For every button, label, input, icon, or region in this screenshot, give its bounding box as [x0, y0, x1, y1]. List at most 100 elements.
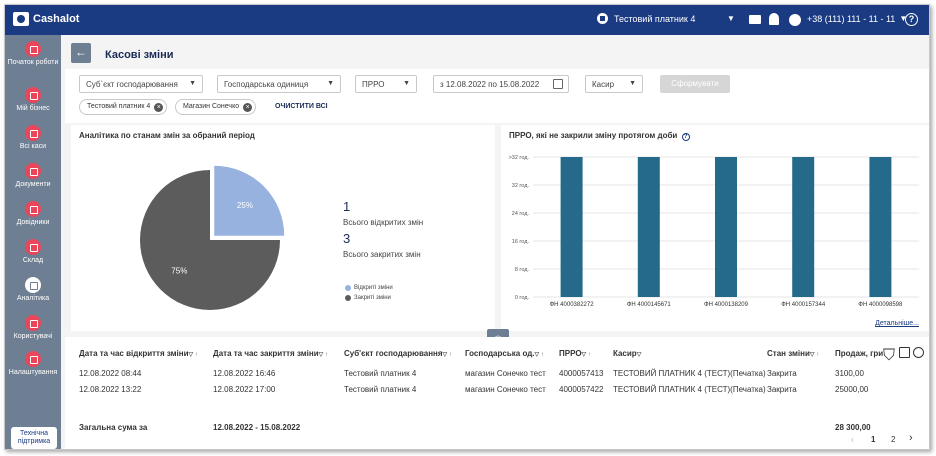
chevron-down-icon: ▼ [189, 80, 196, 87]
page-title: Касові зміни [105, 49, 174, 61]
page-1[interactable]: 1 [871, 435, 876, 444]
sidebar-item-label: Налаштування [8, 369, 58, 376]
generate-button[interactable]: Сформувати [660, 75, 730, 93]
x-tick-label: ФН 4000157344 [781, 302, 826, 308]
cell-state: Закрита [767, 369, 797, 378]
pie-slice-label: 25% [237, 201, 253, 210]
sidebar-item-label: Всі каси [19, 143, 47, 150]
sidebar-item-reference[interactable]: Довідники [5, 201, 61, 237]
legend-dot-closed [345, 295, 351, 301]
sidebar-item-label: Документи [15, 181, 51, 188]
page-2[interactable]: 2 [891, 435, 896, 444]
chart-title: ПРРО, які не закрили зміну протягом доби [509, 131, 678, 140]
total-label: Загальна сума за [79, 423, 148, 432]
sidebar-item-cashboxes[interactable]: Всі каси [5, 125, 61, 161]
documents-icon [25, 163, 41, 179]
export-icon[interactable] [899, 347, 910, 358]
pie-slice-closed[interactable] [140, 170, 280, 310]
y-tick-label: 32 год. [512, 183, 530, 189]
date-range-input[interactable]: з 12.08.2022 по 15.08.2022 [433, 75, 569, 93]
column-header-prro[interactable]: ПРРО▽ ↑ [559, 349, 591, 358]
legend-dot-open [345, 285, 351, 291]
chevron-right-icon[interactable]: › [909, 432, 913, 444]
legend-closed-label: Закриті зміни [354, 295, 391, 301]
main-content: ← Касові зміни Суб`єкт господарювання ▼ … [65, 37, 929, 449]
cell-closed: 12.08.2022 16:46 [213, 369, 276, 378]
cell-sales: 25000,00 [835, 385, 869, 394]
filter-bar: Суб`єкт господарювання ▼ Господарська од… [65, 69, 929, 123]
bar[interactable] [560, 157, 583, 297]
subject-select-value: Суб`єкт господарювання [86, 80, 178, 89]
sidebar-item-start[interactable]: Початок роботи [5, 41, 61, 77]
cashier-select-value: Касир [592, 80, 615, 89]
close-icon[interactable]: × [154, 103, 164, 112]
sidebar-item-settings[interactable]: Налаштування [5, 351, 61, 387]
chevron-down-icon: ▼ [899, 14, 908, 23]
double-chevron-up-icon: ︽ [494, 331, 502, 340]
account-phone[interactable]: +38 (111) 111 - 11 - 11 ▼ [807, 14, 907, 24]
column-header-cashier[interactable]: Касир▽ [613, 349, 642, 358]
sidebar-item-label: Склад [22, 257, 44, 264]
subject-select[interactable]: Суб`єкт господарювання ▼ [79, 75, 203, 93]
unit-select[interactable]: Господарська одиниця ▼ [217, 75, 341, 93]
sidebar-item-label: Мій бізнес [16, 105, 50, 112]
bar[interactable] [715, 157, 737, 297]
chevron-left-icon[interactable]: ‹ [851, 435, 854, 444]
bar[interactable] [869, 157, 892, 297]
filter-icon[interactable]: ⛉ [883, 347, 896, 364]
sidebar-item-documents[interactable]: Документи [5, 163, 61, 199]
sidebar-item-business[interactable]: Мій бізнес [5, 87, 61, 123]
column-header-state[interactable]: Стан зміни▽ ↑ [767, 349, 820, 358]
legend-open: Відкриті зміни [345, 285, 393, 291]
bell-icon[interactable] [769, 13, 779, 25]
clear-all-button[interactable]: ОЧИСТИТИ ВСІ [275, 103, 328, 110]
payer-selector[interactable]: Тестовий платник 4 [597, 13, 695, 24]
shift-state-pie-chart: 25% 75% [140, 165, 285, 310]
logo[interactable]: Cashalot [13, 12, 79, 26]
chevron-down-icon: ▼ [629, 80, 636, 87]
column-header-closed[interactable]: Дата та час закриття зміни▽ ↑ [213, 349, 328, 358]
sidebar-item-users[interactable]: Користувачі [5, 315, 61, 351]
calendar-icon[interactable] [553, 79, 563, 89]
logo-text: Cashalot [33, 13, 80, 25]
chevron-down-icon[interactable]: ▼ [727, 14, 735, 23]
back-button[interactable]: ← [71, 43, 91, 63]
unclosed-prro-title: ПРРО, які не закрили зміну протягом доби… [509, 131, 690, 141]
support-button[interactable]: Технічна підтримка [11, 427, 57, 449]
help-icon[interactable]: ? [905, 13, 918, 26]
cell-opened: 12.08.2022 08:44 [79, 369, 142, 378]
y-tick-label: 16 год. [512, 239, 530, 245]
prro-select[interactable]: ПРРО ▼ [355, 75, 417, 93]
column-header-unit[interactable]: Господарська од.▽ ↑ [465, 349, 544, 358]
bar[interactable] [637, 157, 660, 297]
cell-opened: 12.08.2022 13:22 [79, 385, 142, 394]
column-header-subject[interactable]: Суб'єкт господарювання▽ ↑ [344, 349, 452, 358]
column-header-sales[interactable]: Продаж, гри [835, 349, 884, 358]
cell-cashier: ТЕСТОВИЙ ПЛАТНИК 4 (ТЕСТ)(Печатка) [613, 385, 766, 394]
pie-slice-open[interactable] [214, 165, 285, 236]
user-icon[interactable] [789, 14, 801, 26]
cashier-select[interactable]: Касир ▼ [585, 75, 643, 93]
warehouse-icon [25, 239, 41, 255]
filter-icon: ▽ [636, 352, 642, 358]
chevron-down-icon: ▼ [327, 80, 334, 87]
chevron-down-icon: ▼ [403, 80, 410, 87]
mail-icon[interactable] [749, 15, 761, 24]
closed-shifts-count: 3 [343, 231, 351, 246]
home-icon [25, 87, 41, 103]
filter-icon: ▽ ↑ [188, 352, 198, 358]
cell-closed: 12.08.2022 17:00 [213, 385, 276, 394]
gear-icon[interactable] [913, 347, 924, 358]
closed-shifts-label: Всього закритих змін [343, 250, 421, 259]
sidebar-item-analytics[interactable]: Аналітика [5, 277, 61, 313]
bar[interactable] [792, 157, 815, 297]
info-icon[interactable]: ? [681, 133, 690, 141]
x-tick-label: ФН 4000138209 [704, 302, 749, 308]
details-link[interactable]: Детальніше... [875, 320, 919, 327]
x-tick-label: ФН 4000145671 [627, 302, 672, 308]
column-header-opened[interactable]: Дата та час відкриття зміни▽ ↑ [79, 349, 198, 358]
cashbox-icon [25, 125, 41, 141]
sidebar-item-label: Довідники [16, 219, 50, 226]
close-icon[interactable]: × [243, 103, 253, 112]
sidebar-item-warehouse[interactable]: Склад [5, 239, 61, 275]
